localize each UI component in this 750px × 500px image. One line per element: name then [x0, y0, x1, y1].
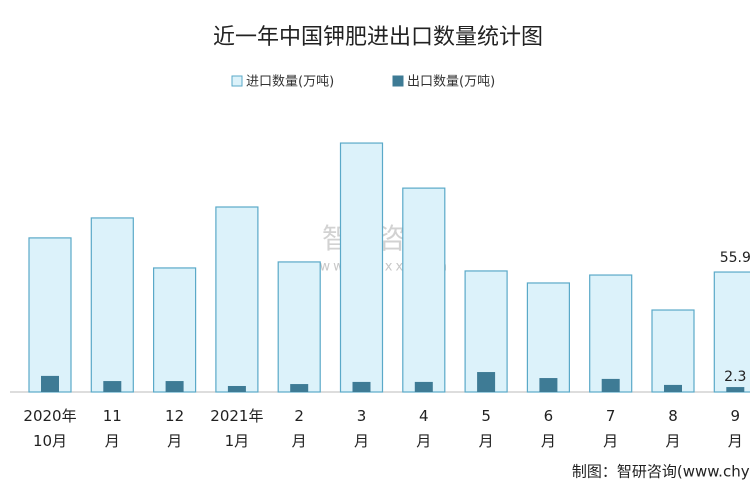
- export-bar: [103, 381, 122, 392]
- x-tick-label: 2020年 10月: [23, 407, 77, 450]
- x-tick-label: 5 月: [478, 407, 494, 450]
- import-bar: [28, 237, 72, 393]
- x-tick-label: 3 月: [353, 407, 369, 450]
- import-bar: [402, 187, 446, 393]
- export-bar: [227, 385, 246, 392]
- x-tick-label: 2 月: [291, 407, 307, 450]
- x-tick-label: 6 月: [540, 407, 556, 450]
- import-bar: [651, 309, 695, 393]
- export-bar: [414, 381, 433, 392]
- export-bar: [664, 384, 682, 392]
- x-tick-label: 4 月: [416, 407, 432, 450]
- import-bar: [215, 206, 259, 393]
- import-bar: [277, 261, 321, 393]
- export-bar: [41, 375, 59, 392]
- chart-title: 近一年中国钾肥进出口数量统计图: [213, 25, 543, 50]
- x-tick-label: 7 月: [603, 407, 619, 450]
- import-bar: [589, 274, 633, 393]
- data-label: 2.3: [724, 369, 746, 385]
- export-bar: [290, 384, 309, 392]
- export-bar: [477, 372, 496, 392]
- import-bar: [153, 267, 197, 393]
- import-bar: [90, 217, 134, 393]
- export-bar: [726, 387, 745, 392]
- data-label: 55.9: [720, 250, 750, 266]
- x-tick-label: 2021年 1月: [210, 407, 264, 450]
- export-bar: [165, 381, 184, 392]
- import-bar: [713, 271, 750, 393]
- source: 制图：智研咨询(www.chyxx.com): [572, 463, 750, 481]
- import-bar: [339, 142, 384, 393]
- legend-swatch: [392, 75, 404, 87]
- x-tick-label: 8 月: [665, 407, 681, 450]
- legend-label: 进口数量(万吨): [246, 75, 334, 90]
- legend-label: 出口数量(万吨): [407, 75, 495, 90]
- import-bar: [526, 282, 571, 393]
- x-tick-label: 11 月: [102, 407, 122, 450]
- import-bar: [464, 270, 508, 393]
- export-bar: [352, 381, 371, 392]
- legend-swatch: [231, 75, 243, 87]
- export-bar: [601, 378, 620, 392]
- x-tick-label: 9 月: [727, 407, 743, 450]
- export-bar: [539, 378, 558, 392]
- x-tick-label: 12 月: [165, 407, 185, 450]
